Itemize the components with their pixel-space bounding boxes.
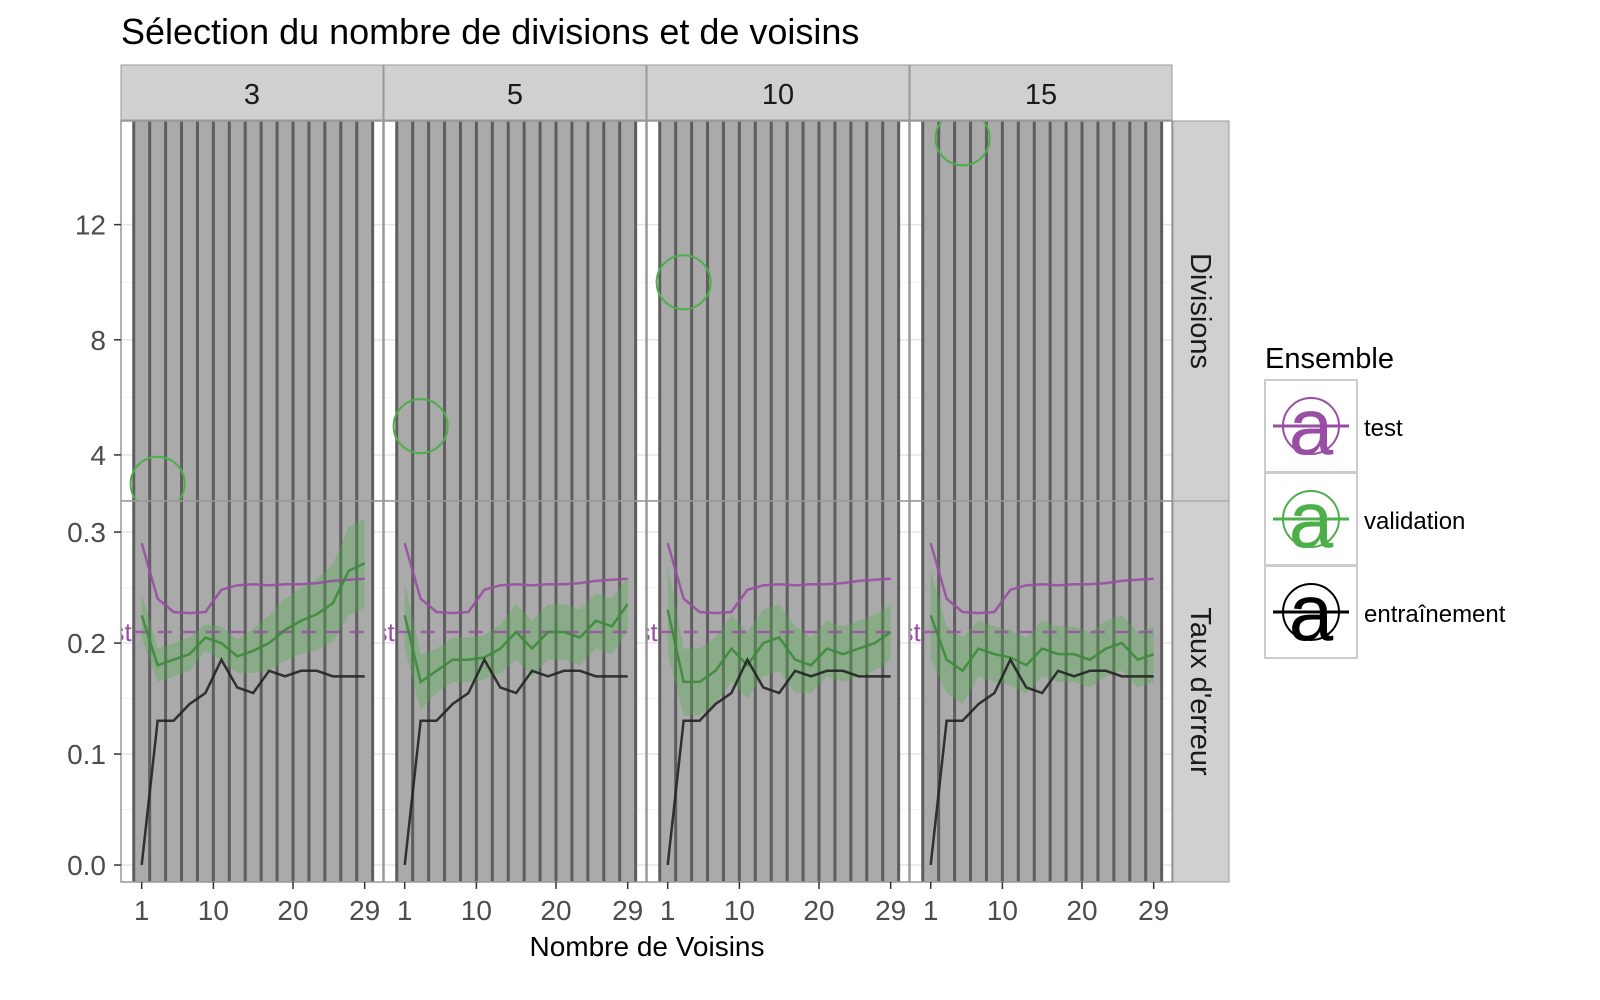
facet-strip-label: 15 (1025, 79, 1057, 111)
legend-label: validation (1364, 508, 1465, 535)
x-tick-label: 1 (660, 895, 676, 926)
test-reference-label: test (616, 617, 659, 647)
test-reference-label: test (90, 617, 133, 647)
validation-band (667, 565, 891, 716)
x-tick-label: 20 (277, 895, 308, 926)
y-tick-label: 0.2 (67, 628, 106, 659)
panel-border (646, 500, 910, 883)
x-tick-label: 10 (461, 895, 492, 926)
x-tick-label: 29 (349, 895, 380, 926)
shaded-region (133, 121, 373, 501)
selected-point-marker (934, 121, 991, 167)
selected-point-marker (655, 254, 712, 311)
x-tick-label: 20 (803, 895, 834, 926)
shaded-region (396, 121, 636, 501)
training-line (403, 657, 628, 866)
panel-10-0 (647, 121, 909, 501)
y-tick-label: 12 (75, 210, 106, 241)
test-line (666, 542, 891, 615)
facet-strip-3 (120, 64, 384, 121)
validation-line (666, 609, 892, 684)
x-tick-label: 20 (540, 895, 571, 926)
x-tick-label: 1 (923, 895, 939, 926)
panel-10-1: test (616, 501, 909, 882)
legend-label: entraînement (1364, 601, 1506, 628)
row-strip (1172, 500, 1230, 883)
y-tick-label: 0.1 (67, 739, 106, 770)
facet-strip-label: 3 (244, 79, 260, 111)
chart-title: Sélection du nombre de divisions et de v… (121, 11, 859, 52)
test-line (929, 542, 1154, 615)
x-axis-label: Nombre de Voisins (529, 931, 764, 962)
x-tick-label: 10 (724, 895, 755, 926)
facet-strip-label: 10 (762, 79, 794, 111)
y-tick-label: 0.3 (67, 517, 106, 548)
validation-band (404, 576, 628, 710)
panel-15-1: test (879, 501, 1172, 882)
facet-strip-10 (646, 64, 910, 121)
x-tick-label: 29 (1138, 895, 1169, 926)
validation-band (141, 518, 365, 682)
panel-5-0 (384, 121, 646, 501)
panel-3-1: test (90, 501, 383, 882)
x-tick-label: 29 (612, 895, 643, 926)
panel-5-1: test (353, 501, 646, 882)
validation-line (140, 562, 366, 667)
facet-strip-5 (383, 64, 647, 121)
y-tick-label: 0.0 (67, 850, 106, 881)
shaded-region (659, 121, 899, 501)
legend-title: Ensemble (1265, 343, 1394, 375)
panel-border (120, 500, 384, 883)
test-line (403, 542, 628, 615)
panel-15-0 (910, 121, 1172, 501)
validation-line (929, 614, 1155, 673)
panel-border (909, 500, 1173, 883)
panel-border (383, 500, 647, 883)
shaded-region (922, 121, 1162, 501)
training-line (140, 657, 365, 866)
x-tick-label: 20 (1066, 895, 1097, 926)
validation-line (403, 603, 629, 684)
panel-3-0 (121, 121, 383, 501)
facet-strip-15 (909, 64, 1173, 121)
row-strip-label: Taux d'erreur (1184, 607, 1216, 776)
test-line (140, 542, 365, 615)
row-strip-label: Divisions (1184, 253, 1216, 369)
test-reference-label: test (353, 617, 396, 647)
selected-point-marker (129, 455, 186, 501)
test-reference-label: test (879, 617, 922, 647)
x-tick-label: 1 (397, 895, 413, 926)
x-tick-label: 29 (875, 895, 906, 926)
training-line (666, 657, 891, 866)
x-tick-label: 1 (134, 895, 150, 926)
y-tick-label: 8 (90, 325, 106, 356)
training-line (929, 657, 1154, 866)
selected-point-marker (392, 398, 449, 455)
y-tick-label: 4 (90, 440, 106, 471)
facet-strip-label: 5 (507, 79, 523, 111)
x-tick-label: 10 (987, 895, 1018, 926)
legend-label: test (1364, 415, 1403, 442)
x-tick-label: 10 (198, 895, 229, 926)
